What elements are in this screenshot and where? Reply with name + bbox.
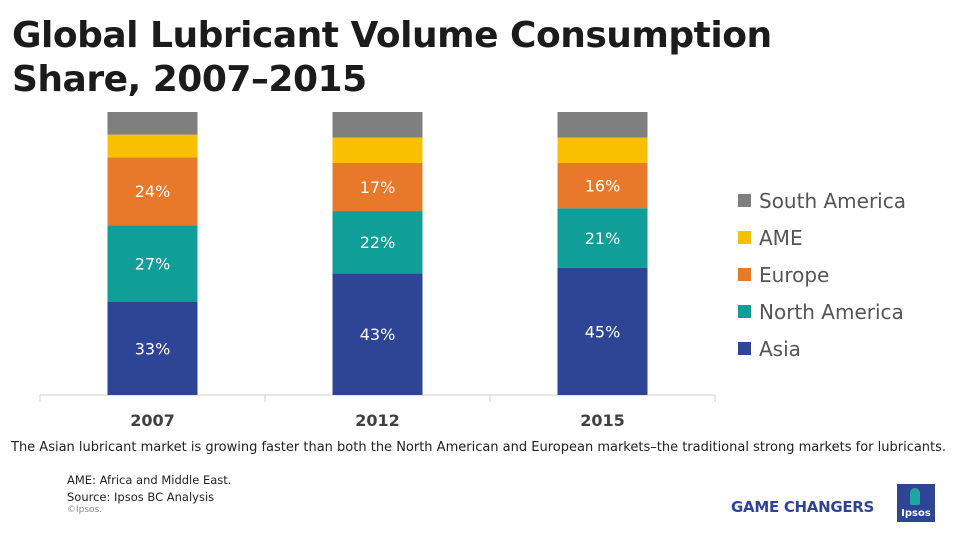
bar-segment-ame-2015 <box>557 137 648 163</box>
x-tick-label: 2012 <box>355 411 400 430</box>
bar-segment-asia-2015 <box>557 267 648 395</box>
x-tick-label: 2007 <box>130 411 175 430</box>
legend-swatch <box>738 194 751 207</box>
ame-footnote: AME: Africa and Middle East. <box>67 473 232 487</box>
legend-swatch <box>738 305 751 318</box>
legend-swatch <box>738 342 751 355</box>
legend-item: AME <box>738 219 906 256</box>
source-footnote: Source: Ipsos BC Analysis <box>67 490 215 504</box>
legend-label: North America <box>759 299 904 324</box>
data-label: 27% <box>135 254 171 273</box>
bar-segment-asia-2012 <box>332 273 423 395</box>
legend-swatch <box>738 268 751 281</box>
brand-tagline: GAME CHANGERS <box>731 498 875 516</box>
chart-legend: South America AME Europe North America Asia <box>738 182 906 367</box>
bar-segment-north-america-2015 <box>557 208 648 268</box>
legend-label: Europe <box>759 262 830 287</box>
bar-segment-south-america-2012 <box>332 112 423 138</box>
x-tick-label: 2015 <box>580 411 625 430</box>
data-label: 43% <box>360 325 396 344</box>
logo-mark-icon <box>910 488 920 505</box>
bar-segment-north-america-2007 <box>107 225 198 302</box>
legend-label: Asia <box>759 336 801 361</box>
data-label: 45% <box>585 322 621 341</box>
data-label: 21% <box>585 229 621 248</box>
bar-segment-asia-2007 <box>107 301 198 395</box>
bar-segment-north-america-2012 <box>332 211 423 274</box>
copyright: ©Ipsos. <box>67 505 103 515</box>
legend-label: South America <box>759 188 906 213</box>
legend-swatch <box>738 231 751 244</box>
chart-caption: The Asian lubricant market is growing fa… <box>11 440 947 455</box>
bar-segment-europe-2015 <box>557 162 648 209</box>
legend-item: Europe <box>738 256 906 293</box>
bar-segment-ame-2007 <box>107 134 198 158</box>
bar-segment-europe-2012 <box>332 162 423 212</box>
bar-segment-south-america-2015 <box>557 112 648 138</box>
legend-item: Asia <box>738 330 906 367</box>
data-label: 24% <box>135 182 171 201</box>
legend-item: South America <box>738 182 906 219</box>
data-label: 33% <box>135 339 171 358</box>
logo-text: Ipsos <box>901 508 931 519</box>
bar-segment-ame-2012 <box>332 137 423 163</box>
ipsos-logo: Ipsos <box>897 484 935 522</box>
data-label: 16% <box>585 177 621 196</box>
data-label: 17% <box>360 178 396 197</box>
bar-segment-south-america-2007 <box>107 112 198 135</box>
legend-label: AME <box>759 225 803 250</box>
data-label: 22% <box>360 233 396 252</box>
page-title: Global Lubricant Volume Consumption Shar… <box>12 15 772 100</box>
bar-segment-europe-2007 <box>107 157 198 226</box>
legend-item: North America <box>738 293 906 330</box>
footnotes: AME: Africa and Middle East. Source: Ips… <box>67 472 231 506</box>
